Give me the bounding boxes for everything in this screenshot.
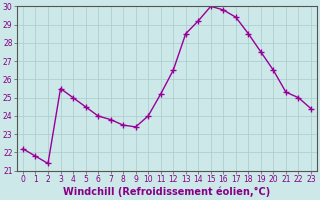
X-axis label: Windchill (Refroidissement éolien,°C): Windchill (Refroidissement éolien,°C): [63, 187, 271, 197]
